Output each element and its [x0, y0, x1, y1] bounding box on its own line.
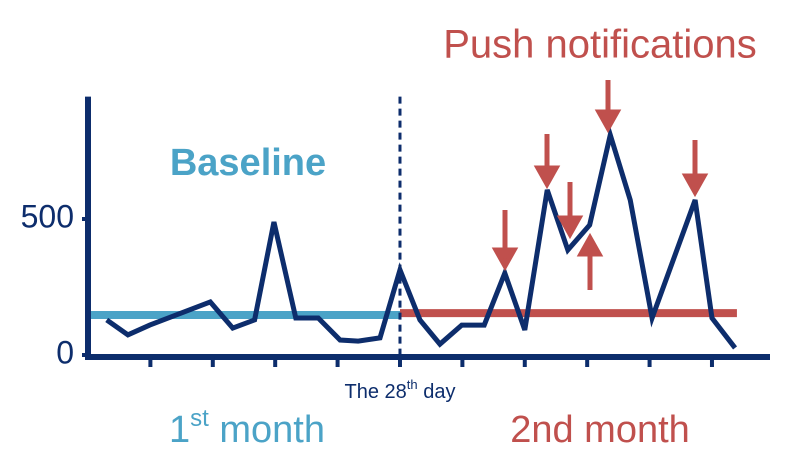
baseline-label: Baseline	[170, 142, 326, 184]
arrow-head	[533, 165, 561, 190]
month1-main: 1	[169, 409, 190, 451]
arrow-head	[681, 173, 709, 198]
day-label-sup: th	[407, 377, 418, 392]
y-tick-label: 500	[21, 198, 74, 234]
day-label-rest: day	[418, 381, 456, 403]
y-tick-label: 0	[56, 334, 74, 370]
arrow-head	[556, 215, 584, 240]
month2-label: 2nd month	[510, 409, 690, 451]
push-label: Push notifications	[443, 23, 757, 67]
arrow-head	[576, 232, 604, 257]
data-line	[105, 125, 738, 350]
month1-rest: month	[209, 409, 325, 451]
month1-sup: st	[190, 405, 209, 432]
day-label: The 28th day	[345, 377, 456, 403]
day-label-main: The 28	[345, 381, 407, 403]
arrows	[491, 80, 709, 290]
arrow-head	[594, 109, 622, 134]
plot: 0 500	[21, 96, 770, 370]
arrow-head	[491, 247, 519, 272]
month1-label: 1st month	[169, 405, 325, 451]
